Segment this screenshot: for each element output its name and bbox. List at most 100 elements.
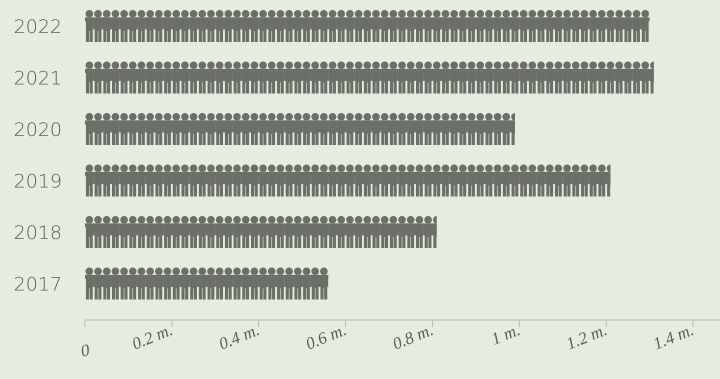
y-tick-label: 2020 — [14, 119, 62, 141]
person-icon — [317, 216, 331, 248]
person-icon — [638, 61, 652, 94]
person-icon — [274, 216, 287, 248]
person-icon — [378, 164, 392, 197]
person-icon — [308, 10, 322, 42]
person-icon — [517, 164, 531, 197]
person-icon — [143, 216, 157, 248]
person-icon — [343, 216, 357, 248]
person-icon — [404, 61, 418, 94]
person-icon — [508, 164, 522, 197]
person-icon — [439, 10, 452, 42]
person-icon — [230, 113, 244, 145]
person-icon — [85, 267, 96, 300]
person-icon — [117, 113, 131, 145]
person-icon — [473, 113, 487, 145]
person-icon — [586, 164, 600, 197]
person-icon — [282, 61, 296, 94]
person-icon — [317, 113, 331, 145]
person-icon — [499, 10, 513, 42]
person-icon — [85, 61, 96, 94]
person-icon — [334, 164, 348, 197]
person-icon — [395, 61, 409, 94]
person-icon — [239, 113, 253, 145]
person-icon — [169, 216, 183, 248]
person-icon — [586, 61, 600, 94]
person-icon — [274, 61, 287, 94]
person-icon — [85, 113, 96, 145]
person-icon — [135, 164, 148, 197]
person-icon — [239, 267, 253, 300]
person-icon — [491, 61, 504, 94]
person-icon — [221, 216, 235, 248]
person-icon — [109, 10, 122, 42]
person-icon — [178, 61, 192, 94]
person-icon — [213, 113, 227, 145]
person-icon — [221, 267, 235, 300]
person-icon — [239, 216, 253, 248]
person-icon — [317, 10, 331, 42]
person-icon — [100, 61, 114, 94]
person-icon — [109, 267, 122, 300]
person-icon — [421, 61, 435, 94]
person-icon — [378, 216, 392, 248]
person-icon — [85, 10, 96, 42]
person-icon — [395, 113, 409, 145]
y-tick-label: 2021 — [14, 68, 62, 90]
person-icon — [551, 164, 565, 197]
person-icon — [178, 267, 192, 300]
person-icon — [195, 113, 209, 145]
x-tick-label: 0.4 m. — [216, 320, 262, 353]
person-icon — [161, 10, 174, 42]
person-icon — [187, 10, 200, 42]
person-icon — [491, 10, 504, 42]
person-icon — [126, 113, 140, 145]
x-tick-label: 0.2 m. — [129, 320, 175, 353]
bar-2017 — [85, 267, 329, 300]
person-icon — [447, 113, 461, 145]
person-icon — [430, 216, 437, 248]
person-icon — [187, 113, 200, 145]
person-icon — [204, 113, 218, 145]
person-icon — [221, 164, 235, 197]
person-icon — [508, 61, 522, 94]
bar-2018 — [85, 216, 437, 248]
person-icon — [360, 10, 374, 42]
person-icon — [247, 113, 261, 145]
person-icon — [187, 267, 200, 300]
person-icon — [300, 61, 313, 94]
person-icon — [256, 164, 270, 197]
person-icon — [265, 164, 279, 197]
person-icon — [109, 216, 122, 248]
person-icon — [91, 216, 105, 248]
person-icon — [439, 164, 452, 197]
person-icon — [395, 164, 409, 197]
person-icon — [473, 61, 487, 94]
person-icon — [230, 216, 244, 248]
person-icon — [187, 61, 200, 94]
person-icon — [247, 216, 261, 248]
person-icon — [334, 216, 348, 248]
person-icon — [447, 164, 461, 197]
person-icon — [578, 10, 591, 42]
person-icon — [308, 61, 322, 94]
person-icon — [91, 267, 105, 300]
person-icon — [430, 10, 444, 42]
person-icon — [465, 61, 478, 94]
person-icon — [239, 61, 253, 94]
x-tick-label: 1.4 m. — [650, 320, 696, 353]
person-icon — [308, 267, 322, 300]
person-icon — [91, 10, 105, 42]
person-icon — [413, 10, 426, 42]
person-icon — [126, 10, 140, 42]
person-icon — [300, 113, 313, 145]
person-icon — [525, 61, 539, 94]
person-icon — [230, 10, 244, 42]
person-icon — [525, 10, 539, 42]
person-icon — [421, 164, 435, 197]
person-icon — [152, 10, 166, 42]
person-icon — [169, 10, 183, 42]
person-icon — [508, 10, 522, 42]
person-icon — [578, 61, 591, 94]
person-icon — [482, 61, 496, 94]
person-icon — [386, 164, 400, 197]
